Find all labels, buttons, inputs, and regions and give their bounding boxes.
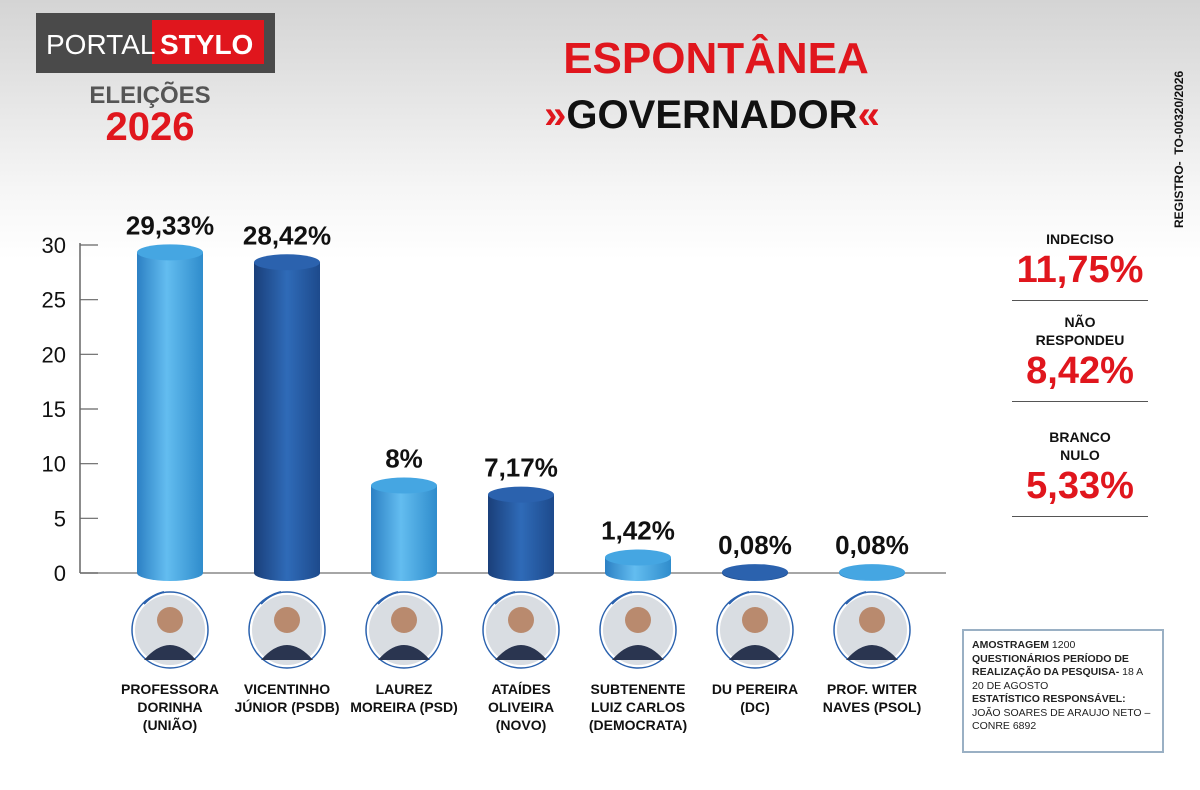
side-stat-value: 11,75%	[1016, 249, 1144, 291]
photo-body	[144, 645, 196, 660]
method-text: JOÃO SOARES DE ARAUJO NETO – CONRE 6892	[972, 706, 1151, 733]
bar	[137, 252, 203, 574]
logo-left: PORTAL	[46, 29, 155, 60]
candidate-label: LAUREZ MOREIRA (PSD)	[350, 681, 458, 715]
bar-top	[722, 564, 788, 581]
photo-accent	[494, 591, 516, 605]
side-stat: BRANCO NULO 5,33%	[1012, 428, 1148, 517]
y-tick-label: 15	[42, 397, 66, 422]
side-stat-label: INDECISO	[1046, 231, 1114, 247]
method-text: 18 A 20 DE AGOSTO	[972, 666, 1143, 692]
photo-head	[625, 607, 651, 633]
photo-accent	[845, 591, 867, 605]
value-label: 1,42%	[601, 515, 675, 545]
bar-top	[371, 477, 437, 494]
bar-top	[254, 254, 320, 271]
candidate-label: SUBTENENTE LUIZ CARLOS (DEMOCRATA)	[588, 681, 688, 733]
value-label: 0,08%	[718, 530, 792, 560]
photo-accent	[377, 591, 399, 605]
chart-subtitle: »GOVERNADOR«	[544, 93, 880, 137]
photo-body	[378, 645, 430, 660]
chart-title: ESPONTÂNEA	[563, 33, 869, 83]
photo-body	[846, 645, 898, 660]
photo-body	[261, 645, 313, 660]
registration: REGISTRO- TO-00320/2026	[1172, 70, 1186, 228]
side-stat-label: BRANCO NULO	[1049, 429, 1111, 463]
bar-top	[605, 549, 671, 566]
method-text: 1200	[1051, 639, 1076, 651]
y-tick-label: 0	[54, 561, 66, 586]
bar	[488, 494, 554, 573]
bar	[371, 485, 437, 573]
candidate-label: PROF. WITER NAVES (PSOL)	[822, 681, 922, 715]
candidate-label: PROFESSORA DORINHA (UNIÃO)	[120, 681, 219, 733]
photo-body	[495, 645, 547, 660]
photo-accent	[611, 591, 633, 605]
y-tick-label: 25	[42, 288, 66, 313]
election-year: 2026	[106, 105, 195, 149]
value-label: 29,33%	[126, 210, 214, 240]
candidate-label: DU PEREIRA (DC)	[711, 681, 799, 715]
side-stat-label: NÃO RESPONDEU	[1035, 314, 1125, 348]
photo-head	[274, 607, 300, 633]
value-label: 0,08%	[835, 530, 909, 560]
method-label: ESTATÍSTICO RESPONSÁVEL:	[972, 693, 1126, 705]
bar-top	[839, 564, 905, 581]
method-label: QUESTIONÁRIOS PERÍODO DE REALIZAÇÃO DA P…	[972, 652, 1129, 679]
photo-accent	[143, 591, 165, 605]
methodology: AMOSTRAGEM 1200 QUESTIONÁRIOS PERÍODO DE …	[962, 629, 1164, 753]
election-label: ELEIÇÕES	[89, 81, 210, 109]
photo-head	[157, 607, 183, 633]
y-tick-label: 5	[54, 506, 66, 531]
photo-accent	[728, 591, 750, 605]
photo-body	[612, 645, 664, 660]
logo-red	[152, 20, 264, 64]
y-tick-label: 10	[42, 452, 66, 477]
photo-accent	[260, 591, 282, 605]
photo-body	[729, 645, 781, 660]
photo-head	[508, 607, 534, 633]
y-tick-label: 30	[42, 233, 66, 258]
method-label: AMOSTRAGEM	[972, 639, 1049, 651]
candidate-label: ATAÍDES OLIVEIRA (NOVO)	[487, 681, 555, 733]
value-label: 28,42%	[243, 220, 331, 250]
side-stat: NÃO RESPONDEU 8,42%	[1012, 313, 1148, 402]
bar-top	[137, 244, 203, 261]
value-label: 7,17%	[484, 453, 558, 483]
bar	[254, 262, 320, 573]
side-stat: INDECISO 11,75%	[1012, 230, 1148, 301]
y-tick-label: 20	[42, 342, 66, 367]
photo-head	[391, 607, 417, 633]
bar-top	[488, 486, 554, 503]
value-label: 8%	[385, 444, 423, 474]
candidate-label: VICENTINHO JÚNIOR (PSDB)	[234, 681, 340, 715]
photo-head	[859, 607, 885, 633]
side-stat-value: 5,33%	[1026, 465, 1134, 507]
side-stat-value: 8,42%	[1026, 350, 1134, 392]
photo-head	[742, 607, 768, 633]
logo-right: STYLO	[160, 29, 253, 60]
